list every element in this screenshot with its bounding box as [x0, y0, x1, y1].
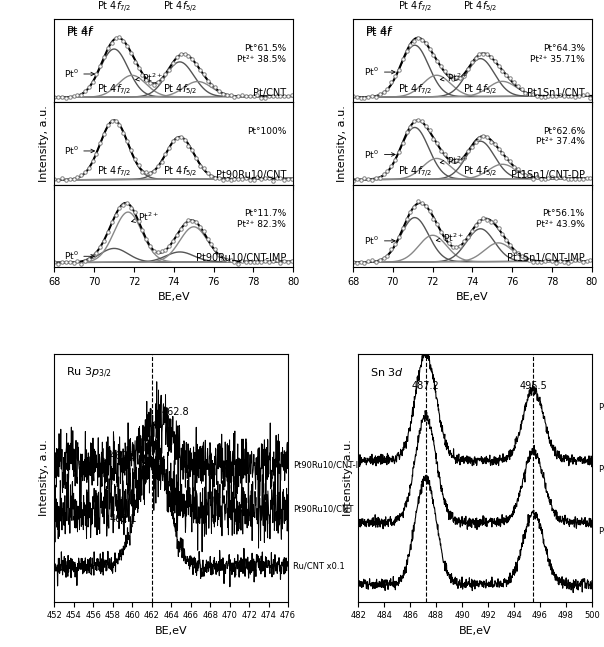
Text: Pt 4$f_{7/2}$: Pt 4$f_{7/2}$	[397, 0, 432, 16]
Text: Pt°56.1%
Pt²⁺ 43.9%: Pt°56.1% Pt²⁺ 43.9%	[536, 210, 585, 229]
Text: Pt$^0$: Pt$^0$	[364, 66, 395, 78]
Text: Pt 4$f_{7/2}$: Pt 4$f_{7/2}$	[97, 166, 131, 181]
Text: Pt1Sn1/CNT: Pt1Sn1/CNT	[527, 88, 585, 98]
Text: Pt90Ru10/CNT: Pt90Ru10/CNT	[293, 504, 353, 513]
Text: 462.1: 462.1	[109, 451, 137, 461]
Text: Pt°64.3%
Pt²⁺ 35.71%: Pt°64.3% Pt²⁺ 35.71%	[530, 44, 585, 63]
Text: Pt 4$f_{7/2}$: Pt 4$f_{7/2}$	[397, 166, 432, 181]
Text: Pt 4$f_{5/2}$: Pt 4$f_{5/2}$	[162, 0, 197, 16]
Text: Pt1Sn1/CNT-DP: Pt1Sn1/CNT-DP	[599, 465, 604, 474]
Text: Pt90Ru10/CNT: Pt90Ru10/CNT	[216, 170, 286, 181]
Text: Pt°100%: Pt°100%	[246, 127, 286, 136]
Text: Pt 4$f_{5/2}$: Pt 4$f_{5/2}$	[463, 83, 498, 98]
Y-axis label: Intensity, a.u.: Intensity, a.u.	[338, 105, 347, 182]
X-axis label: BE,eV: BE,eV	[158, 292, 190, 303]
Text: Pt 4$f_{5/2}$: Pt 4$f_{5/2}$	[162, 166, 197, 181]
Text: Pt 4$f_{5/2}$: Pt 4$f_{5/2}$	[162, 83, 197, 98]
Text: Pt 4$f_{5/2}$: Pt 4$f_{5/2}$	[463, 0, 498, 16]
Text: Pt$^{2+}$: Pt$^{2+}$	[440, 155, 467, 167]
Text: 495.5: 495.5	[519, 381, 547, 391]
X-axis label: BE,eV: BE,eV	[459, 626, 492, 636]
Text: Pt°11.7%
Pt²⁺ 82.3%: Pt°11.7% Pt²⁺ 82.3%	[237, 210, 286, 229]
Text: Pt 4$f_{5/2}$: Pt 4$f_{5/2}$	[463, 166, 498, 181]
Text: Pt$^{2+}$: Pt$^{2+}$	[132, 211, 159, 223]
Text: Pt°62.6%
Pt²⁺ 37.4%: Pt°62.6% Pt²⁺ 37.4%	[536, 127, 585, 146]
Text: Pt 4$f$: Pt 4$f$	[66, 23, 95, 36]
Text: Pt1Sn1/CNT-DP: Pt1Sn1/CNT-DP	[511, 170, 585, 181]
Text: Pt$^0$: Pt$^0$	[63, 68, 94, 80]
Text: Pt 4$f$: Pt 4$f$	[365, 26, 394, 38]
Text: 462.8: 462.8	[161, 407, 189, 417]
Text: Pt$^0$: Pt$^0$	[364, 235, 395, 247]
Text: Ru 3$p_{3/2}$: Ru 3$p_{3/2}$	[66, 366, 112, 380]
Text: Pt 4$f_{7/2}$: Pt 4$f_{7/2}$	[97, 0, 131, 16]
X-axis label: BE,eV: BE,eV	[155, 626, 187, 636]
Text: Pt1Sn1/CNT: Pt1Sn1/CNT	[599, 527, 604, 536]
Text: Pt 4$f$: Pt 4$f$	[365, 23, 394, 36]
Text: Pt 4$f_{7/2}$: Pt 4$f_{7/2}$	[397, 83, 432, 98]
Text: Pt/CNT: Pt/CNT	[253, 88, 286, 98]
X-axis label: BE,eV: BE,eV	[456, 292, 489, 303]
Text: Pt90Ru10/CNT-IMP: Pt90Ru10/CNT-IMP	[293, 460, 370, 469]
Text: Pt 4$f_{7/2}$: Pt 4$f_{7/2}$	[97, 83, 131, 98]
Text: Pt$^{2+}$: Pt$^{2+}$	[440, 71, 467, 84]
Text: Pt 4$f$: Pt 4$f$	[66, 26, 95, 38]
Text: Pt°61.5%
Pt²⁺ 38.5%: Pt°61.5% Pt²⁺ 38.5%	[237, 44, 286, 63]
Text: Sn 3$d$: Sn 3$d$	[370, 366, 403, 378]
Text: Pt$^0$: Pt$^0$	[364, 148, 395, 160]
Text: Pt1Sn1/CNT-IMP: Pt1Sn1/CNT-IMP	[599, 402, 604, 411]
Text: 487.2: 487.2	[412, 381, 440, 391]
Text: 462.1: 462.1	[109, 514, 137, 524]
Y-axis label: Intensity, a.u.: Intensity, a.u.	[39, 105, 49, 182]
Text: Ru/CNT x0.1: Ru/CNT x0.1	[293, 562, 345, 571]
Text: Pt$^0$: Pt$^0$	[63, 250, 94, 263]
Text: Pt$^{2+}$: Pt$^{2+}$	[436, 232, 463, 245]
Text: Pt1Sn1/CNT-IMP: Pt1Sn1/CNT-IMP	[507, 253, 585, 263]
Text: Pt$^{2+}$: Pt$^{2+}$	[136, 71, 163, 84]
Y-axis label: Intensity, a.u.: Intensity, a.u.	[342, 439, 353, 516]
Y-axis label: Intensity, a.u.: Intensity, a.u.	[39, 439, 49, 516]
Text: Pt90Ru10/CNT-IMP: Pt90Ru10/CNT-IMP	[196, 253, 286, 263]
Text: Pt$^0$: Pt$^0$	[63, 145, 94, 157]
